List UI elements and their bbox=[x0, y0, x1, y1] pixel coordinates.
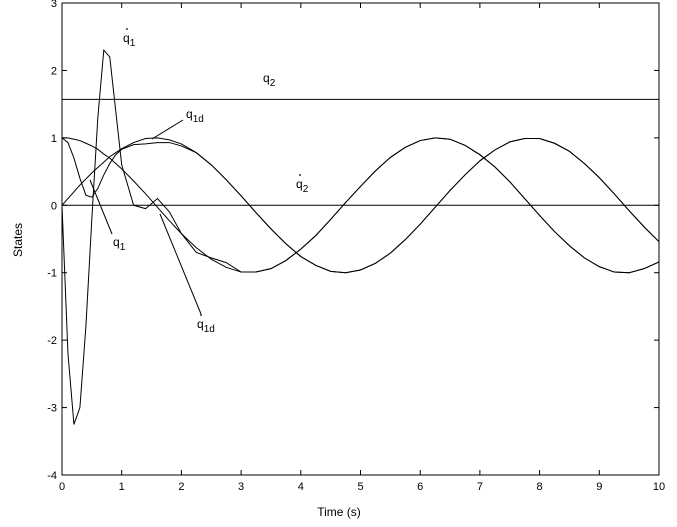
annotation-text: q bbox=[197, 317, 204, 331]
annotation-subscript: 2 bbox=[303, 184, 309, 195]
x-tick-label: 7 bbox=[477, 481, 483, 493]
annotation-subscript: 1d bbox=[204, 324, 215, 335]
annotation-subscript: 1 bbox=[120, 242, 126, 253]
annotation: q2 bbox=[263, 71, 276, 89]
annotation-pointer bbox=[151, 119, 184, 140]
annotation-pointer bbox=[89, 179, 113, 235]
y-tick-label: -4 bbox=[47, 470, 57, 482]
annotation: q1d bbox=[186, 107, 204, 125]
series-line bbox=[61, 137, 660, 274]
annotation-dot bbox=[200, 314, 202, 316]
annotation-dot bbox=[299, 174, 301, 176]
annotation-text: q bbox=[263, 71, 270, 85]
annotation: q1 bbox=[123, 31, 136, 49]
x-tick-label: 9 bbox=[596, 481, 602, 493]
annotation: q2 bbox=[296, 177, 309, 195]
annotation-subscript: 1d bbox=[193, 114, 204, 125]
y-tick-label: -2 bbox=[47, 335, 57, 347]
annotation-text: q bbox=[186, 107, 193, 121]
y-tick-label: 1 bbox=[51, 133, 57, 145]
annotation: q1d bbox=[197, 317, 215, 335]
x-tick-label: 5 bbox=[357, 481, 363, 493]
x-tick-label: 0 bbox=[59, 481, 65, 493]
x-tick-label: 4 bbox=[298, 481, 304, 493]
y-axis-label: States bbox=[11, 223, 25, 257]
annotation: q1 bbox=[113, 235, 126, 253]
series-line bbox=[61, 48, 660, 425]
x-tick-label: 10 bbox=[653, 481, 665, 493]
x-tick-label: 8 bbox=[537, 481, 543, 493]
y-tick-label: -3 bbox=[47, 403, 57, 415]
x-tick-label: 6 bbox=[417, 481, 423, 493]
y-tick-label: 0 bbox=[51, 200, 57, 212]
annotation-pointer bbox=[159, 213, 202, 315]
y-tick-label: 2 bbox=[51, 65, 57, 77]
annotation-subscript: 2 bbox=[270, 78, 276, 89]
x-tick-label: 3 bbox=[238, 481, 244, 493]
annotation-dot bbox=[126, 28, 128, 30]
x-axis-label: Time (s) bbox=[317, 505, 361, 519]
x-tick-label: 1 bbox=[119, 481, 125, 493]
y-tick-label: -1 bbox=[47, 268, 57, 280]
plot-frame bbox=[61, 2, 660, 476]
x-tick-label: 2 bbox=[178, 481, 184, 493]
annotation-text: q bbox=[296, 177, 303, 191]
annotation-text: q bbox=[113, 235, 120, 249]
annotation-text: q bbox=[123, 31, 130, 45]
y-tick-label: 3 bbox=[51, 0, 57, 10]
annotation-subscript: 1 bbox=[130, 38, 136, 49]
